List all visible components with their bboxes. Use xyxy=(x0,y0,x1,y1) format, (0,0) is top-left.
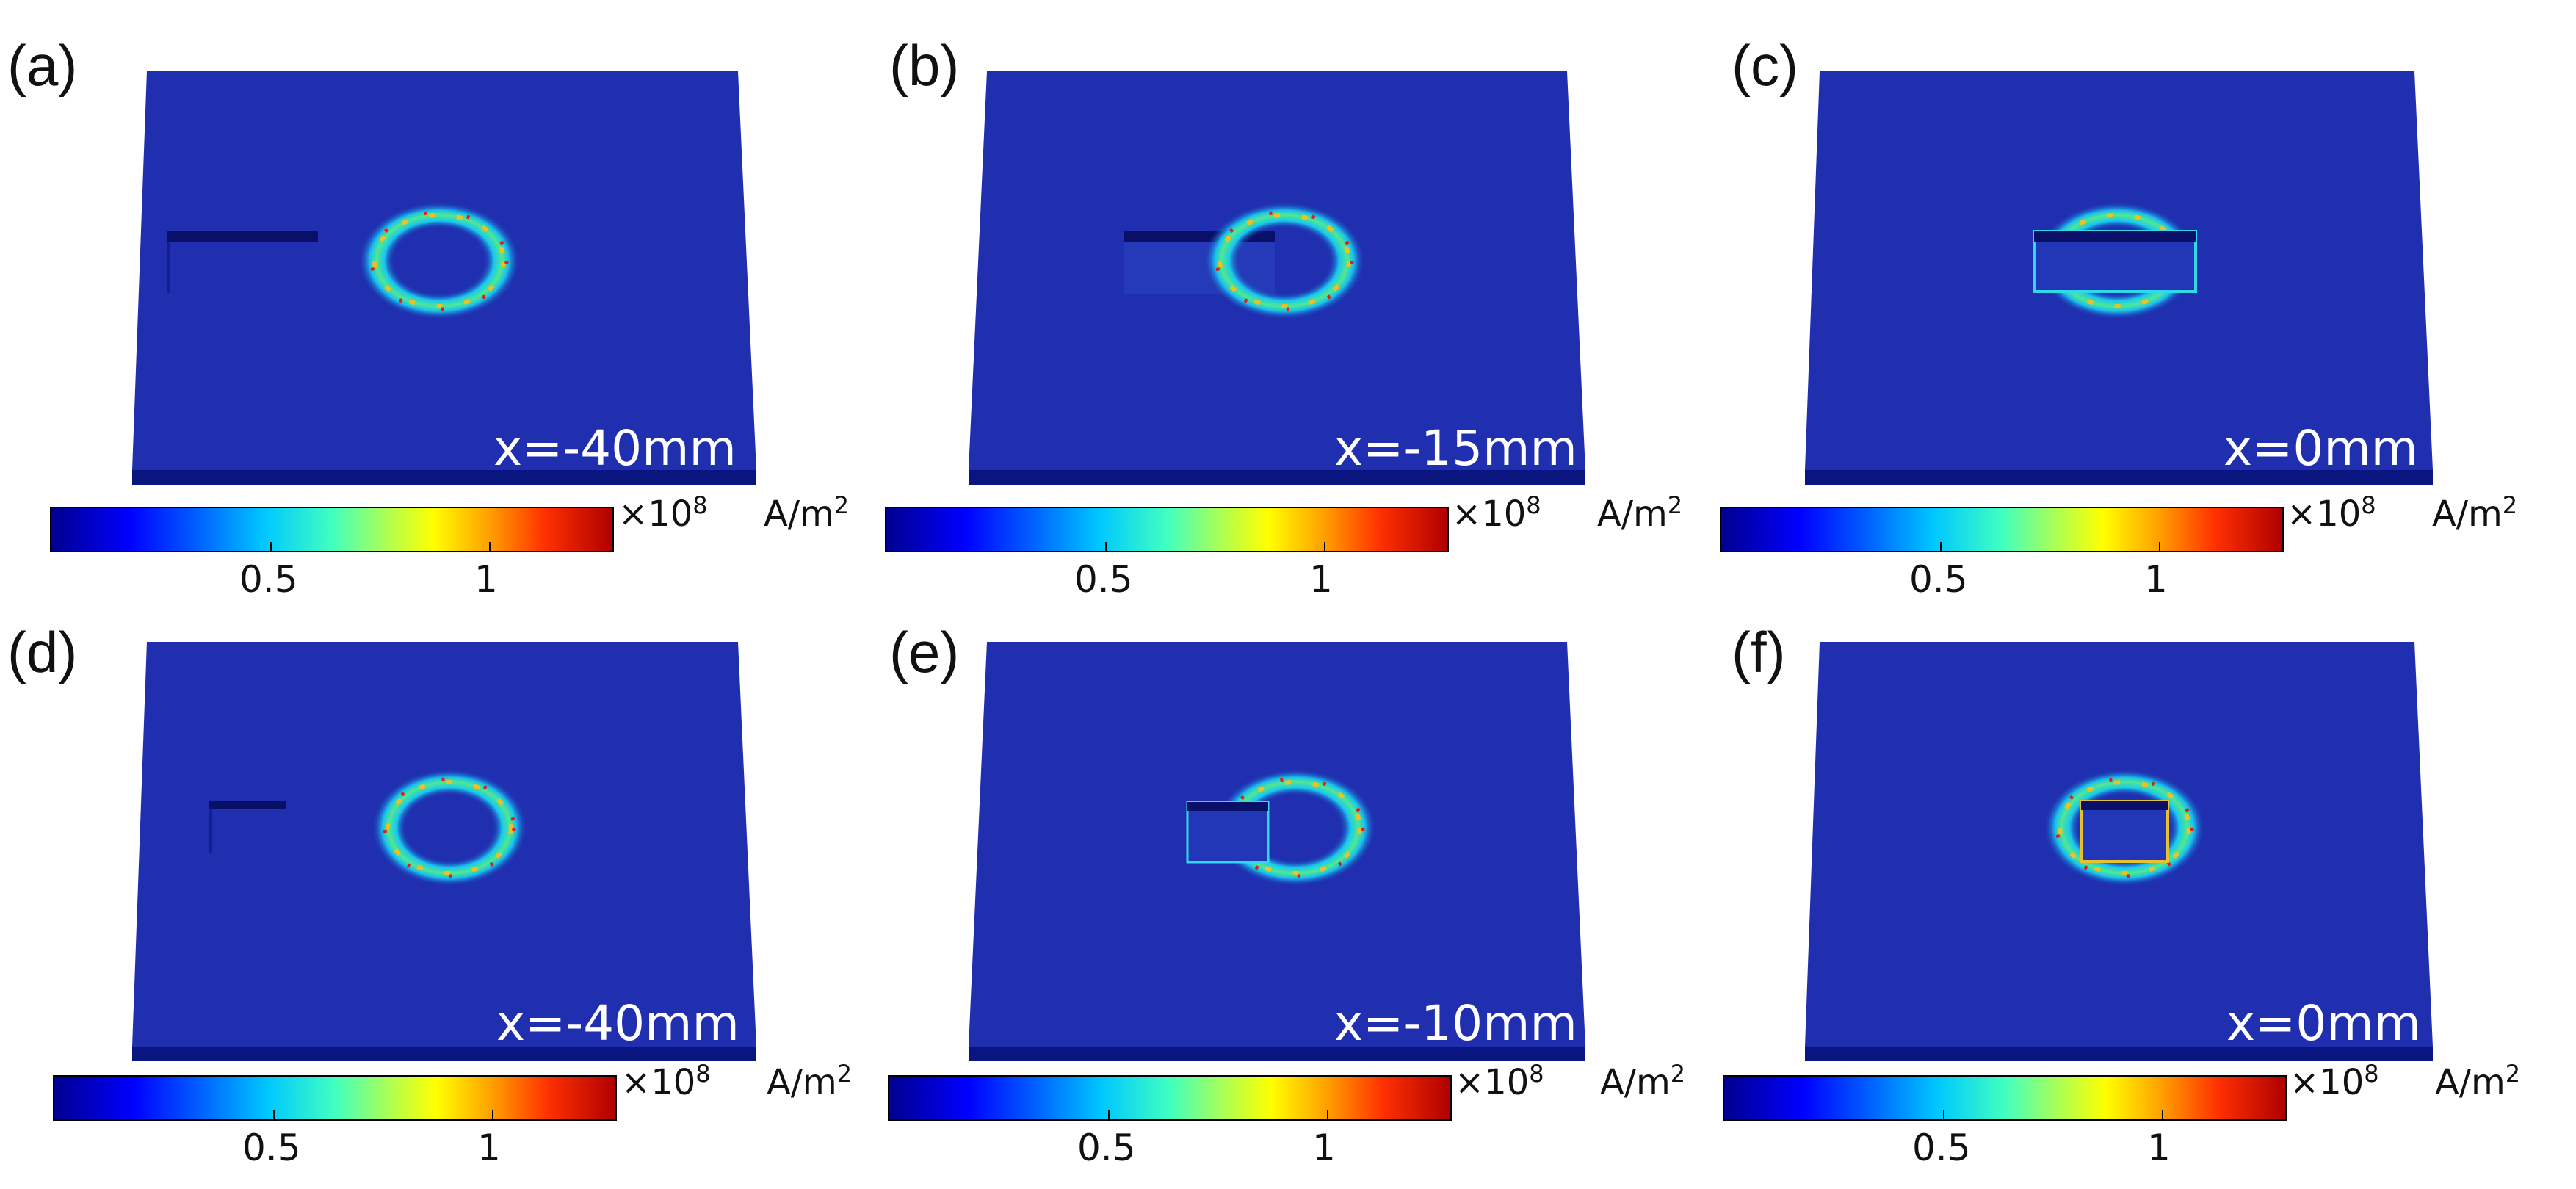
colorbar-tick: 0.5 xyxy=(1912,1127,1971,1169)
eddy-current-ring xyxy=(372,769,527,886)
colorbar-unit: A/m2 xyxy=(2432,491,2518,535)
current-density-plot xyxy=(1805,71,2433,485)
panel-e: (e) x=-10mm 0.5 1 ×108 A/m2 xyxy=(858,594,1717,1188)
plate-edge xyxy=(132,470,756,485)
colorbar-multiplier: ×108 xyxy=(621,1060,711,1103)
defect-slot xyxy=(1186,801,1270,864)
ring-hotspots xyxy=(1218,213,1351,308)
colorbar-tick: 1 xyxy=(2144,558,2168,601)
colorbar xyxy=(53,1075,617,1121)
colorbar-tick: 0.5 xyxy=(1077,1127,1136,1169)
colorbar-tick: 0.5 xyxy=(242,1127,301,1169)
panel-label: (b) xyxy=(889,33,960,98)
defect-slot xyxy=(2080,800,2169,863)
current-density-plot xyxy=(969,71,1585,485)
plate-edge xyxy=(1805,470,2433,485)
plate-edge xyxy=(132,1047,756,1061)
current-density-plot xyxy=(969,642,1585,1061)
colorbar-unit: A/m2 xyxy=(1600,1060,1686,1103)
colorbar-tick: 1 xyxy=(1312,1127,1336,1169)
scan-position: x=-40mm xyxy=(496,995,739,1052)
eddy-current-ring xyxy=(1204,202,1365,319)
panel-c: (c) x=0mm 0.5 1 ×108 A/m2 xyxy=(1717,0,2575,598)
panel-label: (f) xyxy=(1732,620,1786,684)
ring-hotspots xyxy=(2058,780,2191,875)
current-density-plot xyxy=(132,642,756,1061)
defect-slot-edge xyxy=(1187,802,1268,811)
current-density-plot xyxy=(1805,642,2433,1061)
scan-position: x=-10mm xyxy=(1334,995,1577,1052)
colorbar-unit: A/m2 xyxy=(1597,491,1683,535)
colorbar xyxy=(1720,507,2284,552)
colorbar-tick: 1 xyxy=(2147,1127,2171,1169)
colorbar-tick: 1 xyxy=(477,1127,501,1169)
colorbar xyxy=(50,507,614,552)
colorbar-tick: 1 xyxy=(1309,558,1333,601)
ring-peaks xyxy=(1226,777,1365,878)
colorbar xyxy=(885,507,1449,552)
defect-slot-side xyxy=(167,242,170,293)
panel-b: (b) x=-15mm 0.5 1 ×108 A/m2 xyxy=(858,0,1717,598)
colorbar-tick: 0.5 xyxy=(239,558,298,601)
colorbar-multiplier: ×108 xyxy=(1455,1060,1544,1103)
plate-edge xyxy=(1805,1047,2433,1061)
colorbar xyxy=(888,1075,1452,1121)
defect-slot-side xyxy=(209,809,212,853)
panel-f: (f) x=0mm 0.5 1 ×108 A/m2 xyxy=(1717,594,2575,1188)
colorbar-multiplier: ×108 xyxy=(2290,1060,2379,1103)
scan-position: x=-15mm xyxy=(1334,420,1577,477)
panel-d: (d) x=-40mm 0.5 1 ×108 A/m2 xyxy=(0,594,858,1188)
defect-slot xyxy=(209,801,286,809)
colorbar xyxy=(1723,1075,2287,1121)
colorbar-multiplier: ×108 xyxy=(2287,491,2376,535)
defect-slot xyxy=(167,231,318,242)
scan-position: x=-40mm xyxy=(493,420,737,477)
eddy-current-ring xyxy=(358,202,520,319)
panel-label: (d) xyxy=(7,620,78,684)
colorbar-unit: A/m2 xyxy=(767,1060,853,1103)
plate-edge xyxy=(969,1047,1585,1061)
scan-position: x=0mm xyxy=(2224,420,2418,477)
colorbar-tick: 0.5 xyxy=(1909,558,1968,601)
colorbar-unit: A/m2 xyxy=(764,491,850,535)
colorbar-tick: 0.5 xyxy=(1074,558,1133,601)
ring-hotspots xyxy=(372,213,506,308)
ring-hotspots xyxy=(386,780,513,875)
ring-peaks xyxy=(383,777,516,878)
colorbar-multiplier: ×108 xyxy=(618,491,708,535)
colorbar-unit: A/m2 xyxy=(2435,1060,2521,1103)
panel-a: (a) x=-40mm 0.5 1 ×108 A/m2 xyxy=(0,0,858,598)
panel-label: (e) xyxy=(889,620,960,684)
ring-peaks xyxy=(1215,210,1354,311)
colorbar-multiplier: ×108 xyxy=(1452,491,1541,535)
current-density-plot xyxy=(132,71,756,485)
ring-peaks xyxy=(369,210,509,311)
panel-label: (a) xyxy=(7,33,78,98)
colorbar-tick: 1 xyxy=(474,558,498,601)
ring-hotspots xyxy=(1229,780,1362,875)
plate-edge xyxy=(969,470,1585,485)
defect-slot-edge xyxy=(2081,801,2168,810)
defect-slot-edge xyxy=(2034,231,2196,242)
ring-peaks xyxy=(2055,777,2194,878)
scan-position: x=0mm xyxy=(2226,995,2421,1052)
panel-label: (c) xyxy=(1732,33,1798,98)
